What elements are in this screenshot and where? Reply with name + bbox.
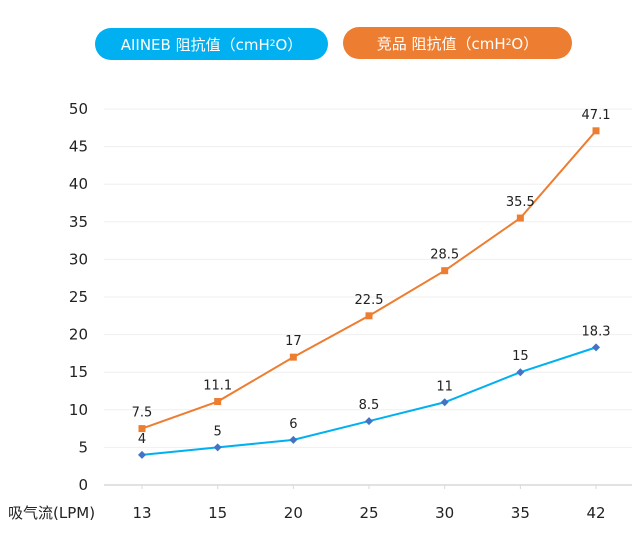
data-point-marker [365,417,374,426]
legend-item-aiineb: AIINEB 阻抗值（cmH 2 O） [95,28,328,60]
y-tick-label: 40 [69,175,88,193]
data-point-marker [516,368,525,377]
y-tick-label: 10 [69,401,88,419]
legend-label-sub: 2 [505,38,512,48]
data-label: 22.5 [355,293,384,308]
data-point-marker [592,127,600,135]
x-tick-label: 20 [284,504,303,522]
data-point-marker [138,450,146,459]
series-1: 7.5 11.1 17 22.5 28.5 35.5 47.1 [132,108,611,433]
y-tick-label: 20 [69,326,88,344]
data-point-marker [289,435,298,444]
legend-label-main: AIINEB 阻抗值（cmH [120,35,270,54]
y-tick-label: 15 [69,363,88,381]
data-label: 11 [436,379,453,394]
legend-label-main: 竞品 阻抗值（cmH [376,34,506,53]
x-axis-title: 吸气流(LPM) [8,504,95,522]
x-tick-label: 30 [435,504,454,522]
series-0: 4 5 6 8.5 11 15 18.3 [138,324,611,459]
y-axis: 0 5 10 15 20 25 30 35 40 45 50 [69,100,88,494]
data-point-marker [138,425,146,433]
data-label: 4 [138,432,146,447]
data-label: 11.1 [203,379,232,394]
data-label: 28.5 [430,248,459,263]
data-label: 47.1 [582,108,611,123]
data-point-marker [214,398,222,406]
legend-label-tail: O） [275,35,303,54]
x-tick-label: 13 [132,504,151,522]
data-point-marker [516,214,524,222]
y-tick-label: 35 [69,213,88,231]
y-tick-label: 30 [69,250,88,268]
x-axis: 吸气流(LPM) 13 15 20 25 30 35 42 [8,485,606,522]
data-label: 18.3 [582,324,611,339]
gridlines [104,108,632,486]
data-label: 7.5 [132,406,153,421]
data-point-marker [592,343,601,352]
legend-label-tail: O） [511,34,539,53]
data-point-marker [289,353,297,361]
series-group: 4 5 6 8.5 11 15 18.3 7.5 11.1 17 22.5 28.5 35.5 47.1 [132,108,611,459]
x-tick-label: 42 [586,504,605,522]
data-label: 6 [289,417,297,432]
x-tick-label: 25 [359,504,378,522]
data-label: 17 [285,334,302,349]
data-point-marker [441,267,449,275]
y-tick-label: 5 [78,438,88,456]
legend-item-competitor: 竞品 阻抗值（cmH 2 O） [343,27,572,59]
x-tick-label: 35 [511,504,530,522]
data-point-marker [440,398,449,407]
data-label: 35.5 [506,195,535,210]
y-tick-label: 50 [69,100,88,118]
data-point-marker [213,443,222,452]
x-tick-label: 15 [208,504,227,522]
data-point-marker [365,312,373,320]
legend-label-sub: 2 [269,39,276,49]
y-tick-label: 25 [69,288,88,306]
y-tick-label: 0 [78,476,88,494]
data-label: 5 [214,424,222,439]
data-label: 15 [512,349,529,364]
y-tick-label: 45 [69,138,88,156]
data-label: 8.5 [359,398,380,413]
